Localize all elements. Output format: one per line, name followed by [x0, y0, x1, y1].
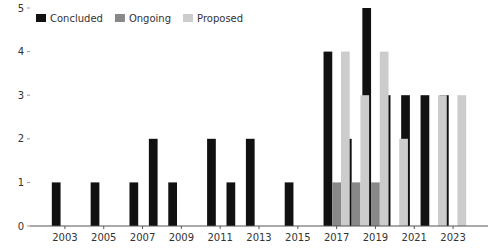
x-tick-label: 2005: [91, 232, 116, 243]
bar: [399, 139, 408, 226]
legend-label: Proposed: [197, 13, 243, 24]
bar: [371, 182, 380, 226]
bar: [149, 139, 158, 226]
legend-item: Ongoing: [115, 13, 171, 24]
x-tick: [142, 226, 143, 229]
x-tick: [181, 226, 182, 229]
x-axis: 2003 2005 2007 2009 2011 2013 2015 2017 2019 2021…: [30, 226, 488, 243]
chart: 2003200520072009201120132015201720192021…: [0, 0, 500, 250]
y-tick-label: 5: [18, 3, 24, 14]
y-axis: 0 1 2 3 4 5: [18, 3, 30, 232]
legend-item: Concluded: [36, 13, 103, 24]
bar: [380, 52, 389, 226]
x-tick-label: 2019: [363, 232, 388, 243]
x-tick: [336, 226, 337, 229]
y-tick: [27, 95, 30, 96]
x-tick-label: 2023: [440, 232, 465, 243]
x-tick: [220, 226, 221, 229]
bar: [226, 182, 235, 226]
bar: [360, 95, 369, 226]
bar: [457, 95, 466, 226]
legend-label: Ongoing: [129, 13, 171, 24]
x-tick: [375, 226, 376, 229]
legend: Concluded Ongoing Proposed: [36, 13, 243, 24]
y-tick: [27, 138, 30, 139]
bar: [129, 182, 138, 226]
x-tick: [103, 226, 104, 229]
x-tick-label: 2017: [324, 232, 349, 243]
x-tick: [414, 226, 415, 229]
x-tick-label: 2007: [130, 232, 155, 243]
bar: [168, 182, 177, 226]
bar: [438, 95, 447, 226]
x-tick-label: 2021: [402, 232, 427, 243]
bar: [246, 139, 255, 226]
x-tick: [297, 226, 298, 229]
y-tick-label: 1: [18, 177, 24, 188]
y-tick: [27, 226, 30, 227]
x-tick-label: 2009: [169, 232, 194, 243]
x-tick-label: 2013: [246, 232, 271, 243]
y-tick: [27, 51, 30, 52]
y-tick: [27, 8, 30, 9]
x-tick: [453, 226, 454, 229]
legend-label: Concluded: [50, 13, 103, 24]
bar: [52, 182, 61, 226]
x-tick: [259, 226, 260, 229]
bar: [421, 95, 430, 226]
bar: [332, 182, 341, 226]
y-tick-label: 2: [18, 133, 24, 144]
bars: [52, 8, 466, 226]
bar: [352, 182, 361, 226]
x-tick-label: 2003: [52, 232, 77, 243]
bar: [341, 52, 350, 226]
legend-swatch: [183, 14, 193, 22]
y-tick-label: 3: [18, 90, 24, 101]
legend-swatch: [36, 14, 46, 22]
bar: [324, 52, 333, 226]
x-tick-label: 2011: [207, 232, 232, 243]
bar: [91, 182, 100, 226]
x-tick: [64, 226, 65, 229]
y-tick-label: 0: [18, 221, 24, 232]
x-tick-label: 2015: [285, 232, 310, 243]
chart-container: 2003200520072009201120132015201720192021…: [0, 0, 500, 250]
y-tick: [27, 182, 30, 183]
y-tick-label: 4: [18, 46, 24, 57]
legend-item: Proposed: [183, 13, 243, 24]
bar: [207, 139, 216, 226]
legend-swatch: [115, 14, 125, 22]
bar: [285, 182, 294, 226]
